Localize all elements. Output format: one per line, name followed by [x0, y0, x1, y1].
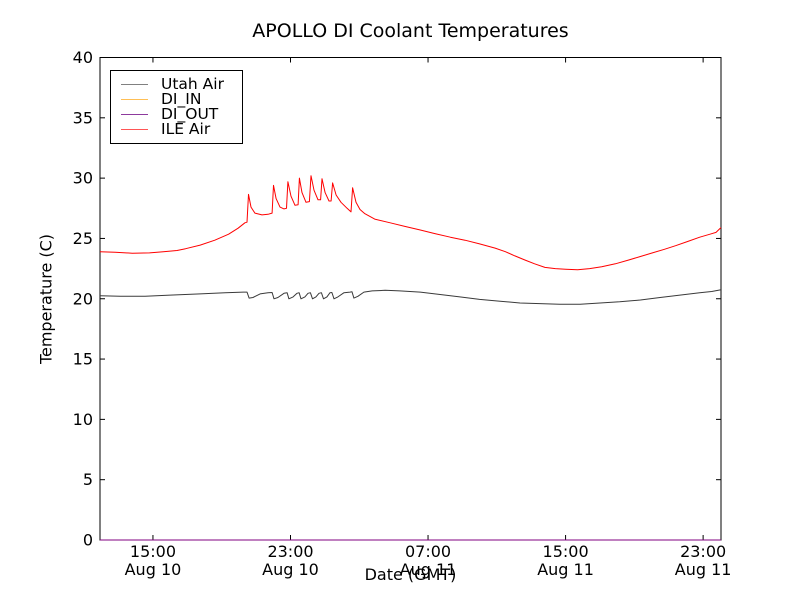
x-tick-label-date: Aug 10 — [125, 560, 182, 579]
x-axis-label: Date (GMT) — [364, 565, 457, 584]
legend-box: Utah Air DI_IN DI_OUT ILE Air — [110, 70, 243, 144]
x-tick-label-date: Aug 11 — [400, 560, 457, 579]
legend-entry-utah-air: Utah Air — [121, 75, 236, 93]
x-tick-label-time: 23:00 — [680, 542, 726, 561]
y-tick-label: 25 — [73, 229, 93, 248]
x-tick-label-date: Aug 11 — [537, 560, 594, 579]
y-tick-label: 20 — [73, 289, 93, 308]
legend-line-di-in — [121, 99, 148, 100]
x-tick-label-time: 23:00 — [267, 542, 313, 561]
x-tick-label-time: 15:00 — [130, 542, 176, 561]
legend-entry-di-out: DI_OUT — [121, 105, 236, 123]
y-tick-label: 15 — [73, 350, 93, 369]
x-tick-label-time: 15:00 — [543, 542, 589, 561]
x-tick-label-time: 07:00 — [405, 542, 451, 561]
legend-label-utah-air: Utah Air — [161, 75, 224, 93]
legend-line-ile-air — [121, 129, 148, 130]
legend-entry-di-in: DI_IN — [121, 90, 236, 108]
y-tick-label: 10 — [73, 410, 93, 429]
legend-line-utah-air — [121, 84, 148, 85]
legend-label-di-out: DI_OUT — [161, 105, 219, 123]
x-tick-label-date: Aug 10 — [262, 560, 319, 579]
legend-label-ile-air: ILE Air — [161, 120, 211, 138]
legend-line-di-out — [121, 114, 148, 115]
y-tick-label: 35 — [73, 108, 93, 127]
y-tick-label: 5 — [83, 470, 93, 489]
y-tick-label: 0 — [83, 531, 93, 550]
legend-entry-ile-air: ILE Air — [121, 120, 236, 138]
y-axis-label: Temperature (C) — [36, 233, 56, 365]
chart-title: APOLLO DI Coolant Temperatures — [252, 20, 569, 42]
legend-label-di-in: DI_IN — [161, 90, 202, 108]
y-tick-label: 40 — [73, 48, 93, 67]
x-tick-label-date: Aug 11 — [675, 560, 732, 579]
y-tick-label: 30 — [73, 169, 93, 188]
series-line-ile-air — [99, 175, 722, 271]
series-line-utah-air — [99, 289, 722, 305]
